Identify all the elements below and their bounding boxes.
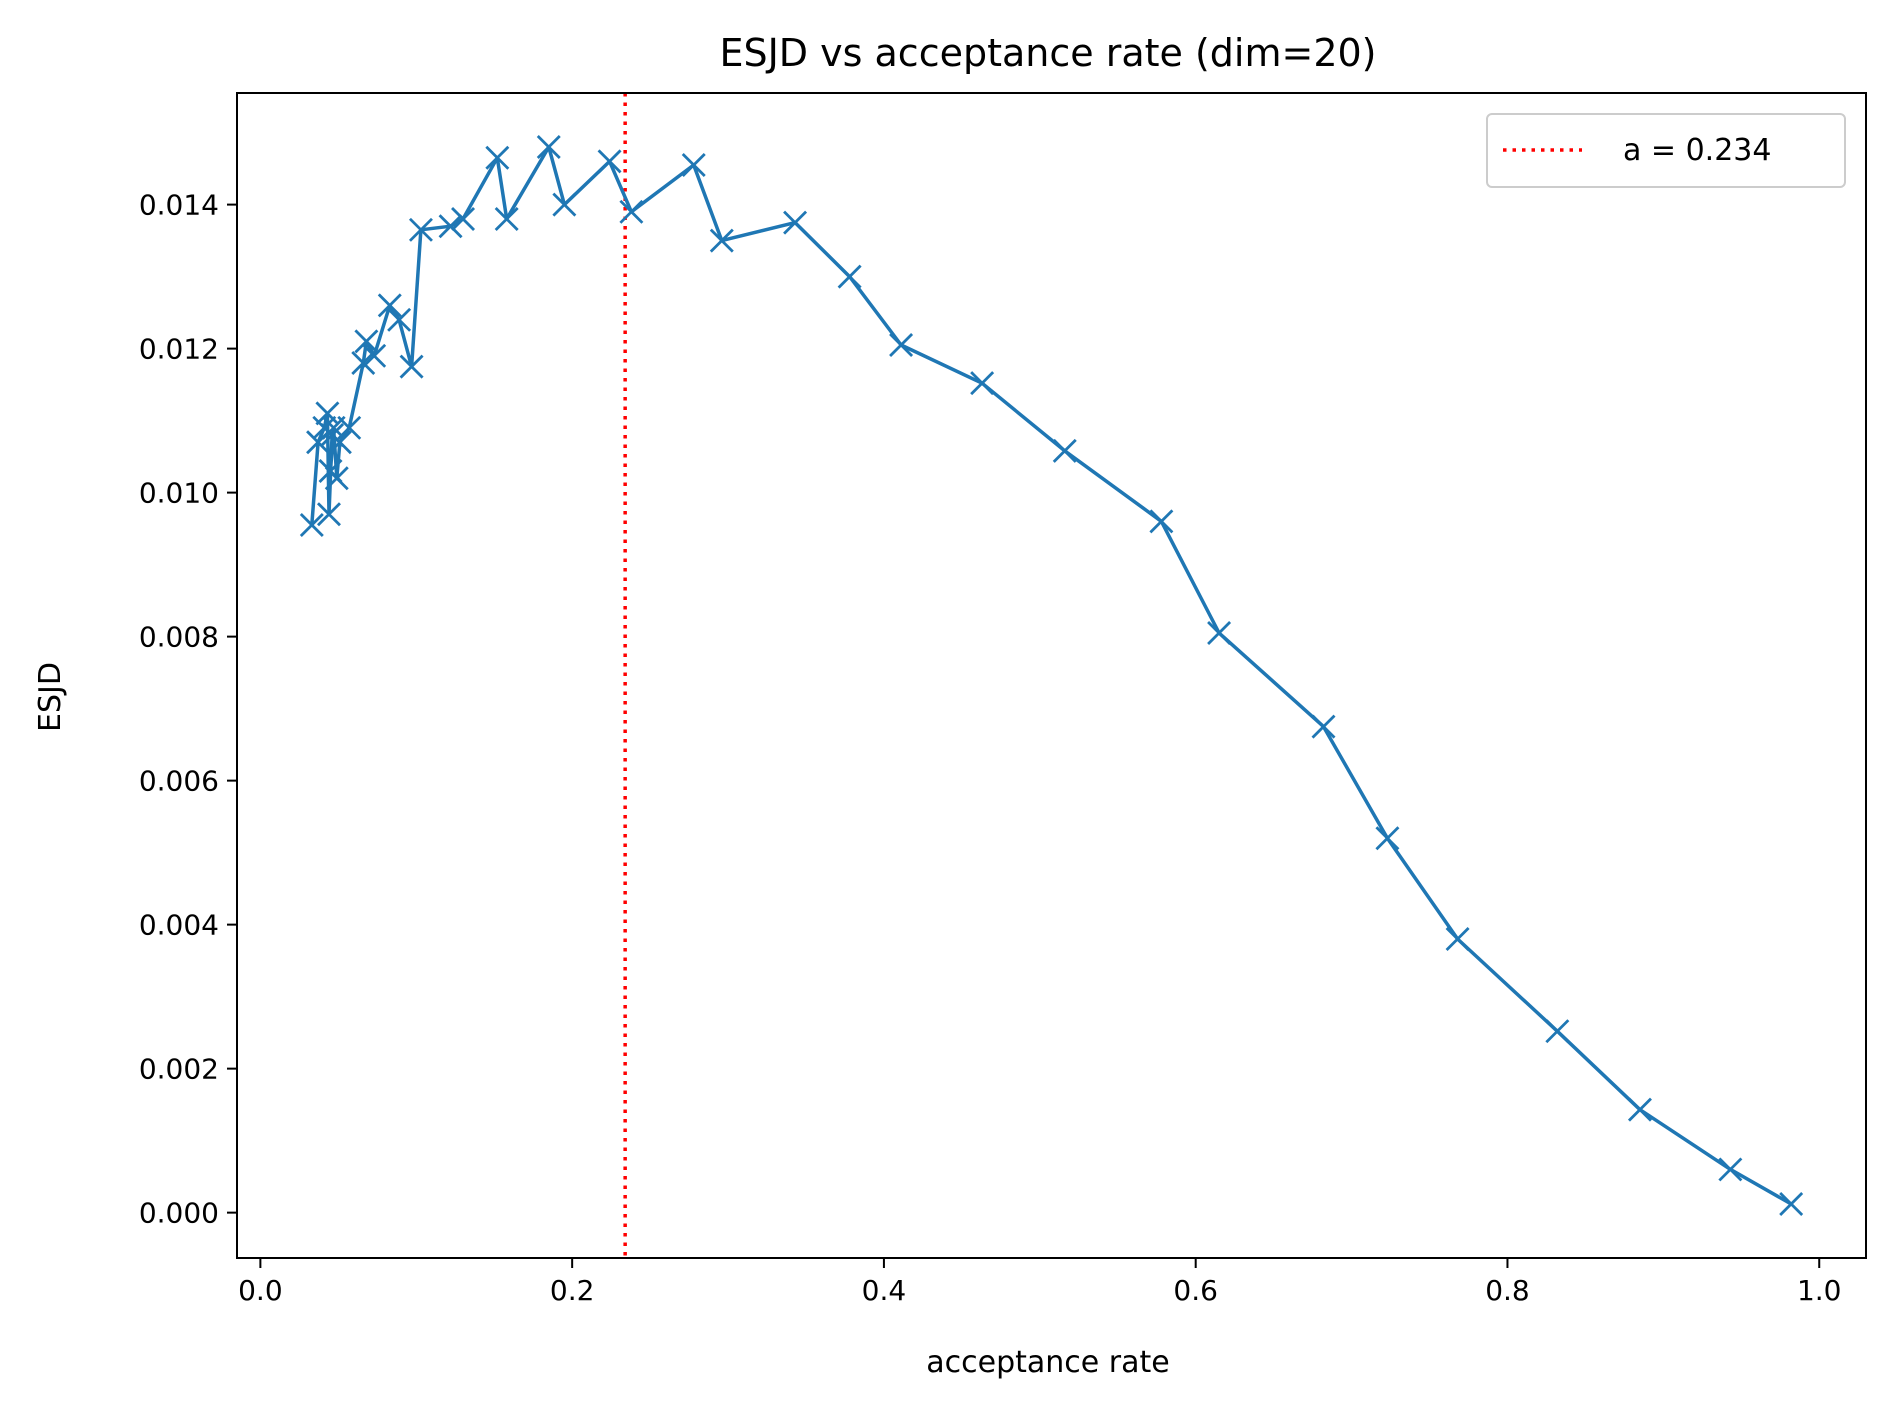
data-point	[889, 333, 914, 357]
data-point	[315, 401, 340, 426]
legend-label: a = 0.234	[1623, 133, 1771, 168]
x-tick-label: 0.6	[1173, 1274, 1218, 1307]
data-point	[1545, 1019, 1570, 1044]
data-point	[387, 307, 412, 332]
data-point	[451, 207, 476, 231]
data-point	[783, 210, 808, 235]
x-tick-label: 0.8	[1485, 1274, 1530, 1307]
data-point	[1718, 1157, 1743, 1182]
y-tick-label: 0.010	[139, 477, 219, 510]
y-tick-label: 0.004	[139, 909, 219, 942]
y-tick-label: 0.008	[139, 621, 219, 654]
y-axis-label: ESJD	[33, 662, 68, 732]
data-point	[1779, 1192, 1804, 1216]
data-point	[351, 351, 376, 375]
data-point	[494, 207, 519, 231]
y-tick-label: 0.014	[139, 189, 219, 222]
data-point	[1052, 438, 1077, 463]
data-point	[327, 430, 352, 455]
data-point	[337, 415, 362, 440]
data-point	[536, 135, 561, 159]
data-point	[354, 329, 379, 354]
data-point	[1375, 826, 1400, 851]
x-tick-label: 1.0	[1797, 1274, 1842, 1307]
y-tick-label: 0.000	[139, 1197, 219, 1230]
data-point	[619, 199, 644, 224]
data-point	[970, 371, 995, 396]
data-point	[1627, 1097, 1652, 1122]
data-point	[1149, 509, 1174, 534]
data-point	[1445, 927, 1470, 952]
plot-area	[236, 92, 1867, 1259]
data-point	[299, 513, 324, 538]
y-tick-label: 0.002	[139, 1053, 219, 1086]
data-point	[552, 192, 577, 217]
x-tick-label: 0.0	[238, 1274, 283, 1307]
x-tick-label: 0.4	[862, 1274, 907, 1307]
data-point	[681, 153, 706, 177]
data-point	[377, 293, 402, 318]
data-point	[316, 502, 341, 527]
y-tick-label: 0.006	[139, 765, 219, 798]
data-point	[709, 228, 734, 253]
data-point	[485, 145, 510, 170]
data-point	[399, 354, 424, 379]
data-point	[597, 149, 622, 174]
data-point	[1311, 714, 1336, 739]
chart-title: ESJD vs acceptance rate (dim=20)	[719, 31, 1376, 75]
data-point	[837, 264, 862, 289]
legend-box	[1486, 113, 1846, 188]
data-point	[1207, 621, 1232, 646]
data-point	[408, 217, 433, 242]
x-tick-label: 0.2	[550, 1274, 595, 1307]
data-point	[324, 466, 349, 491]
data-point	[438, 214, 463, 239]
legend: a = 0.234	[1486, 113, 1846, 188]
data-point	[362, 343, 387, 368]
x-axis-label: acceptance rate	[926, 1345, 1169, 1380]
axis-ticks: 0.0 0.2 0.4 0.6 0.8 1.0 0.000 0.002 0.004 0.006 0.…	[139, 189, 1842, 1307]
axes-frame	[236, 92, 1867, 1259]
y-tick-label: 0.012	[139, 333, 219, 366]
